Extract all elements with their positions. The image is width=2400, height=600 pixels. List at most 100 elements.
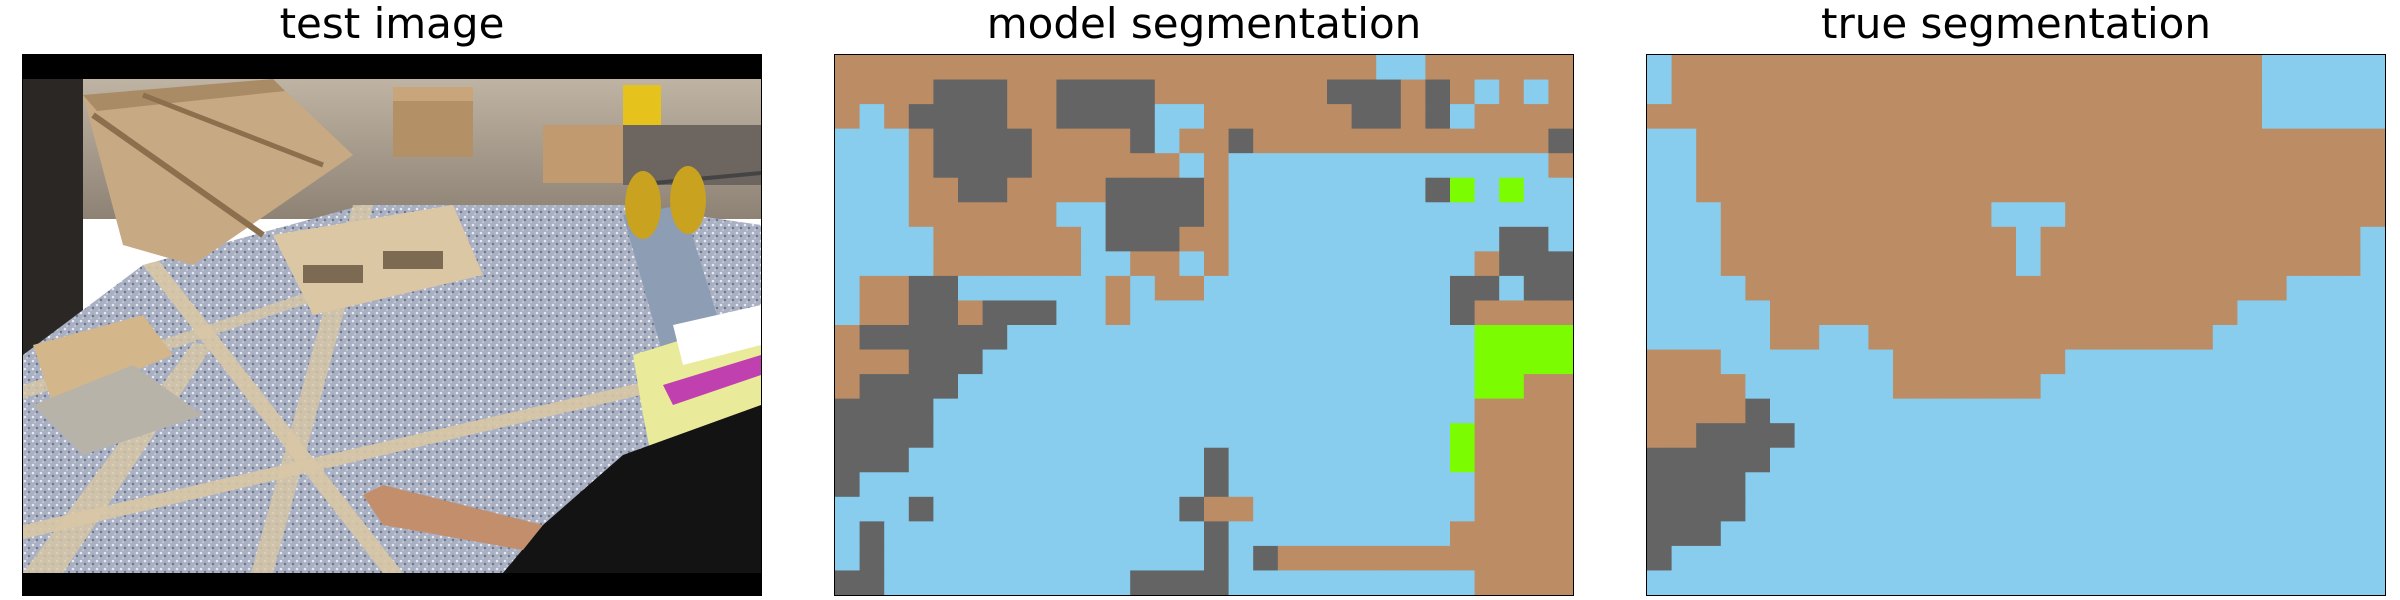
segmentation-cell (1179, 472, 1205, 498)
segmentation-cell (1548, 349, 1573, 375)
segmentation-cell (1081, 55, 1107, 81)
segmentation-cell (2016, 251, 2042, 277)
segmentation-cell (908, 545, 934, 572)
segmentation-cell (1105, 374, 1131, 400)
segmentation-cell (1893, 55, 1919, 81)
segmentation-cell (1204, 128, 1230, 154)
segmentation-cell (1081, 472, 1107, 498)
segmentation-cell (2262, 275, 2288, 302)
segmentation-cell (1204, 226, 1230, 252)
segmentation-cell (1794, 153, 1820, 179)
segmentation-cell (884, 570, 910, 595)
segmentation-cell (1302, 153, 1328, 179)
segmentation-cell (1720, 275, 1746, 302)
segmentation-cell (1794, 55, 1820, 81)
segmentation-cell (1819, 153, 1845, 179)
segmentation-cell (2139, 472, 2165, 498)
segmentation-cell (2360, 545, 2385, 572)
segmentation-cell (1376, 374, 1402, 400)
segmentation-cell (1302, 423, 1328, 449)
segmentation-cell (1770, 398, 1796, 424)
segmentation-cell (2237, 202, 2263, 228)
segmentation-cell (1843, 545, 1869, 572)
segmentation-cell (1179, 325, 1205, 351)
segmentation-cell (1376, 545, 1402, 572)
segmentation-cell (1843, 398, 1869, 424)
segmentation-cell (1327, 398, 1353, 424)
segmentation-cell (1548, 251, 1573, 277)
segmentation-cell (1499, 226, 1525, 252)
segmentation-cell (2188, 153, 2214, 179)
pallet (273, 205, 483, 315)
segmentation-cell (1474, 300, 1500, 326)
segmentation-cell (1204, 300, 1230, 326)
segmentation-cell (2188, 521, 2214, 547)
segmentation-cell (2360, 521, 2385, 547)
segmentation-cell (1425, 226, 1451, 252)
segmentation-cell (1204, 104, 1230, 130)
segmentation-cell (1376, 55, 1402, 81)
segmentation-cell (1499, 398, 1525, 424)
segmentation-cell (859, 521, 885, 547)
segmentation-cell (1277, 79, 1303, 105)
segmentation-cell (2360, 104, 2385, 130)
segmentation-cell (1204, 325, 1230, 351)
segmentation-cell (1868, 226, 1894, 252)
segmentation-cell (859, 300, 885, 326)
segmentation-cell (2016, 226, 2042, 252)
segmentation-cell (1007, 153, 1033, 179)
segmentation-cell (1253, 79, 1279, 105)
segmentation-cell (1942, 177, 1968, 203)
segmentation-cell (1647, 545, 1673, 572)
segmentation-cell (1376, 570, 1402, 595)
segmentation-cell (1474, 55, 1500, 81)
segmentation-cell (1154, 423, 1180, 449)
segmentation-cell (1425, 398, 1451, 424)
segmentation-cell (1179, 55, 1205, 81)
segmentation-cell (2040, 177, 2066, 203)
segmentation-cell (2089, 226, 2115, 252)
segmentation-cell (982, 251, 1008, 277)
segmentation-cell (1966, 153, 1992, 179)
segmentation-cell (1425, 423, 1451, 449)
segmentation-cell (1843, 472, 1869, 498)
segmentation-cell (2016, 570, 2042, 595)
segmentation-cell (1228, 79, 1254, 105)
segmentation-cell (1105, 423, 1131, 449)
segmentation-cell (1228, 325, 1254, 351)
segmentation-cell (1327, 177, 1353, 203)
segmentation-cell (2360, 202, 2385, 228)
segmentation-cell (982, 128, 1008, 154)
segmentation-cell (1031, 251, 1057, 277)
segmentation-cell (1745, 104, 1771, 130)
segmentation-cell (1720, 570, 1746, 595)
segmentation-cell (1720, 496, 1746, 522)
segmentation-cell (1794, 423, 1820, 449)
segmentation-cell (958, 79, 984, 105)
segmentation-cell (1056, 398, 1082, 424)
segmentation-cell (1204, 251, 1230, 277)
segmentation-cell (1499, 202, 1525, 228)
segmentation-cell (1794, 496, 1820, 522)
segmentation-cell (982, 325, 1008, 351)
segmentation-cell (2016, 128, 2042, 154)
segmentation-cell (1720, 202, 1746, 228)
segmentation-cell (2114, 447, 2140, 473)
segmentation-cell (1400, 545, 1426, 572)
segmentation-cell (2212, 55, 2238, 81)
segmentation-cell (2212, 521, 2238, 547)
segmentation-cell (1327, 300, 1353, 326)
segmentation-cell (1130, 570, 1156, 595)
segmentation-cell (2286, 275, 2312, 302)
segmentation-cell (884, 55, 910, 81)
segmentation-cell (2188, 104, 2214, 130)
segmentation-cell (2089, 374, 2115, 400)
segmentation-cell (1351, 79, 1377, 105)
segmentation-cell (2139, 496, 2165, 522)
segmentation-cell (1031, 128, 1057, 154)
segmentation-cell (1130, 423, 1156, 449)
segmentation-cell (1031, 177, 1057, 203)
segmentation-cell (908, 275, 934, 302)
segmentation-cell (1425, 275, 1451, 302)
segmentation-cell (1868, 496, 1894, 522)
